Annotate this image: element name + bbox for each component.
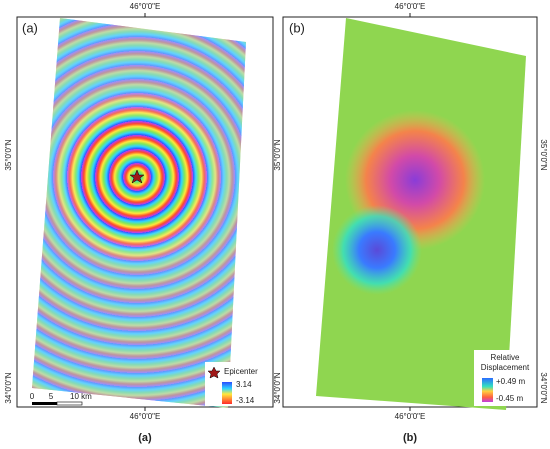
- scale-label: 10 km: [70, 392, 92, 401]
- colorbar-label: -0.45 m: [496, 394, 523, 403]
- colorbar-label: -3.14: [236, 396, 255, 405]
- displacement-subsidence: [316, 18, 526, 410]
- interferogram-overlay: [32, 18, 246, 408]
- legend-text: Epicenter: [224, 367, 258, 376]
- lat-label: 34°0'0"N: [273, 372, 282, 403]
- legend-title: Relative: [491, 353, 520, 362]
- lat-label: 34°0'0"N: [539, 372, 548, 403]
- colorbar-label: +0.49 m: [496, 377, 525, 386]
- lon-label: 46°0'0"E: [130, 2, 161, 11]
- lon-label: 46°0'0"E: [395, 2, 426, 11]
- scale-bar: [56, 401, 83, 406]
- lat-label: 35°0'0"N: [539, 139, 548, 170]
- colorbar-label: 3.14: [236, 380, 252, 389]
- lon-label: 46°0'0"E: [130, 412, 161, 421]
- lat-label: 35°0'0"N: [4, 139, 13, 170]
- lat-label: 35°0'0"N: [273, 139, 282, 170]
- epicenter-star: [129, 169, 145, 184]
- lat-label: 34°0'0"N: [4, 372, 13, 403]
- legend-box: [205, 362, 271, 406]
- lon-label: 46°0'0"E: [395, 412, 426, 421]
- panel-label: (a): [22, 20, 38, 35]
- scale-label: 5: [49, 392, 54, 401]
- scale-label: 0: [30, 392, 35, 401]
- caption: (a): [138, 432, 152, 444]
- legend-title: Displacement: [481, 363, 530, 372]
- colorbar: [222, 382, 232, 404]
- colorbar: [482, 378, 493, 402]
- scale-bar: [32, 402, 57, 405]
- caption: (b): [403, 432, 417, 444]
- panel-label: (b): [289, 20, 305, 35]
- legend-star: [207, 366, 221, 379]
